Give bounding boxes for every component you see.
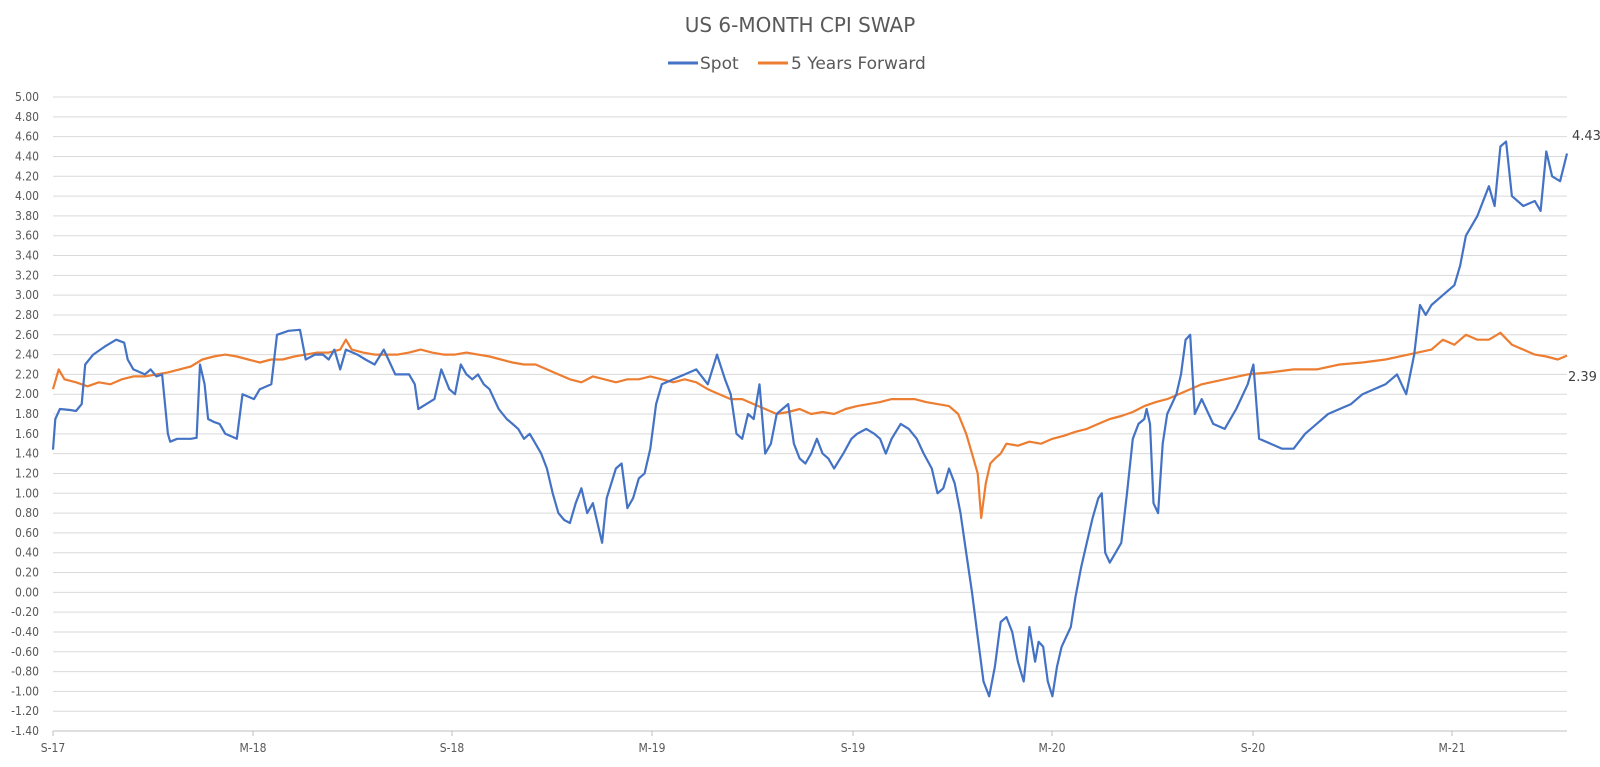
y-tick-label: 1.60 — [15, 427, 39, 441]
y-tick-label: 2.20 — [15, 367, 39, 381]
y-tick-label: 4.80 — [15, 110, 39, 124]
x-tick-label: M-18 — [240, 741, 267, 755]
y-tick-label: 0.20 — [15, 566, 39, 580]
x-tick-label: S-20 — [1241, 741, 1266, 755]
y-tick-label: 0.40 — [15, 546, 39, 560]
y-tick-label: 3.40 — [15, 249, 39, 263]
x-tick-label: M-19 — [639, 741, 666, 755]
y-tick-label: 3.00 — [15, 288, 39, 302]
y-tick-label: 2.80 — [15, 308, 39, 322]
y-tick-label: 2.60 — [15, 328, 39, 342]
series-line-spot — [51, 140, 1569, 698]
y-tick-label: -1.00 — [11, 684, 39, 698]
series-lines — [51, 140, 1569, 698]
end-label-spot: 4.43 — [1572, 129, 1600, 144]
gridlines — [53, 96, 1567, 732]
x-axis-ticks: S-17 M-18 S-18 M-19 S-19 M-20 S-20 M-21 — [41, 731, 1466, 755]
y-tick-label: 2.00 — [15, 387, 39, 401]
y-tick-label: 2.40 — [15, 348, 39, 362]
y-tick-label: 4.40 — [15, 149, 39, 163]
legend-label-spot: Spot — [700, 54, 739, 74]
chart-title: US 6-MONTH CPI SWAP — [685, 13, 916, 37]
y-axis-ticks: 5.00 4.80 4.60 4.40 4.20 4.00 3.80 3.60 3.40 3.20… — [11, 90, 39, 738]
y-tick-label: 3.80 — [15, 209, 39, 223]
legend: Spot 5 Years Forward — [668, 54, 926, 74]
y-tick-label: 1.20 — [15, 466, 39, 480]
y-tick-label: 1.80 — [15, 407, 39, 421]
y-tick-label: -1.20 — [11, 704, 39, 718]
y-tick-label: 4.00 — [15, 189, 39, 203]
legend-label-forward: 5 Years Forward — [791, 54, 926, 74]
y-tick-label: 1.00 — [15, 486, 39, 500]
y-tick-label: 3.20 — [15, 268, 39, 282]
y-tick-label: 0.00 — [15, 585, 39, 599]
x-tick-label: M-21 — [1439, 741, 1466, 755]
y-tick-label: -0.20 — [11, 605, 39, 619]
x-tick-label: M-20 — [1039, 741, 1066, 755]
y-tick-label: 3.60 — [15, 229, 39, 243]
x-tick-label: S-17 — [41, 741, 66, 755]
series-line-forward — [51, 331, 1568, 520]
y-tick-label: -0.40 — [11, 625, 39, 639]
y-tick-label: 1.40 — [15, 447, 39, 461]
end-label-forward: 2.39 — [1568, 370, 1597, 385]
x-tick-label: S-18 — [440, 741, 465, 755]
y-tick-label: 0.80 — [15, 506, 39, 520]
y-tick-label: 5.00 — [15, 90, 39, 104]
x-tick-label: S-19 — [841, 741, 866, 755]
y-tick-label: -0.80 — [11, 665, 39, 679]
y-tick-label: -1.40 — [11, 724, 39, 738]
y-tick-label: 0.60 — [15, 526, 39, 540]
y-tick-label: 4.60 — [15, 130, 39, 144]
y-tick-label: 4.20 — [15, 169, 39, 183]
y-tick-label: -0.60 — [11, 645, 39, 659]
